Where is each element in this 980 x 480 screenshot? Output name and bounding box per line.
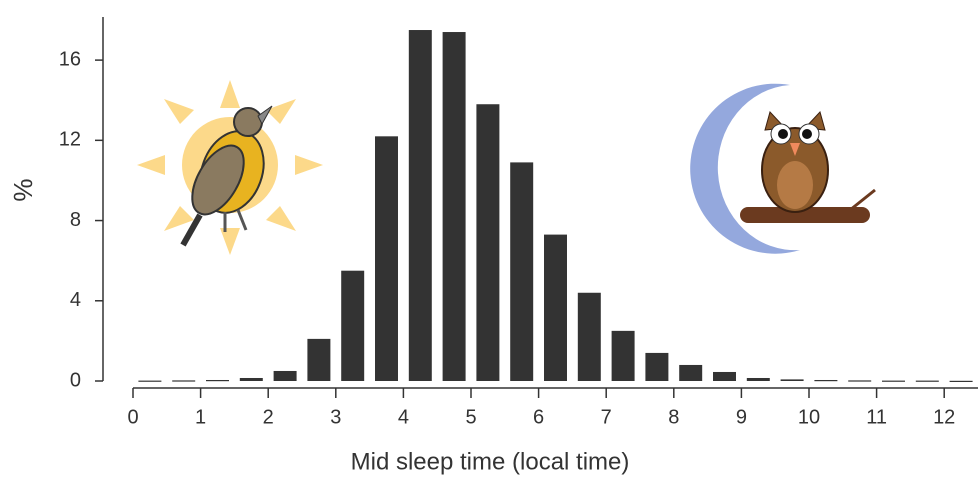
sun-bird-illustration: [137, 80, 323, 255]
y-axis-label: %: [8, 178, 38, 201]
x-tick-label: 11: [866, 406, 887, 428]
bar: [747, 378, 770, 381]
y-tick-label: 8: [70, 209, 81, 231]
bar: [848, 380, 871, 381]
bar: [781, 379, 804, 381]
bar: [510, 162, 533, 381]
bar: [307, 339, 330, 381]
bar: [645, 353, 668, 381]
bar: [476, 104, 499, 381]
moon-owl-illustration: [690, 84, 875, 254]
x-tick-label: 6: [533, 406, 544, 428]
x-tick-label: 12: [933, 406, 955, 428]
bar: [443, 32, 466, 381]
x-tick-label: 0: [127, 406, 138, 428]
bar: [916, 381, 939, 382]
bar: [341, 271, 364, 381]
bar: [679, 365, 702, 381]
x-tick-label: 8: [668, 406, 679, 428]
y-tick-label: 4: [70, 289, 81, 311]
bar: [240, 378, 263, 381]
x-tick-label: 2: [263, 406, 274, 428]
chart: Mid sleep time (local time) % 0481216012…: [0, 0, 980, 480]
bar: [172, 380, 195, 381]
x-tick-label: 5: [465, 406, 476, 428]
x-tick-label: 4: [398, 406, 409, 428]
x-tick-label: 7: [601, 406, 612, 428]
y-tick-label: 0: [70, 369, 81, 391]
bar: [409, 30, 432, 381]
bar: [138, 381, 161, 382]
x-tick-label: 9: [736, 406, 747, 428]
y-tick-label: 16: [59, 48, 81, 70]
x-tick-label: 3: [330, 406, 341, 428]
bar: [375, 136, 398, 381]
bar: [814, 380, 837, 381]
x-tick-label: 10: [798, 406, 820, 428]
bar: [612, 331, 635, 381]
bar: [544, 235, 567, 381]
x-axis-label: Mid sleep time (local time): [351, 448, 630, 475]
bar: [713, 372, 736, 381]
bar: [950, 381, 973, 382]
bar: [274, 371, 297, 381]
bar: [578, 293, 601, 381]
x-tick-label: 1: [195, 406, 206, 428]
bar: [206, 380, 229, 381]
y-tick-label: 12: [59, 129, 81, 151]
bar: [882, 381, 905, 382]
